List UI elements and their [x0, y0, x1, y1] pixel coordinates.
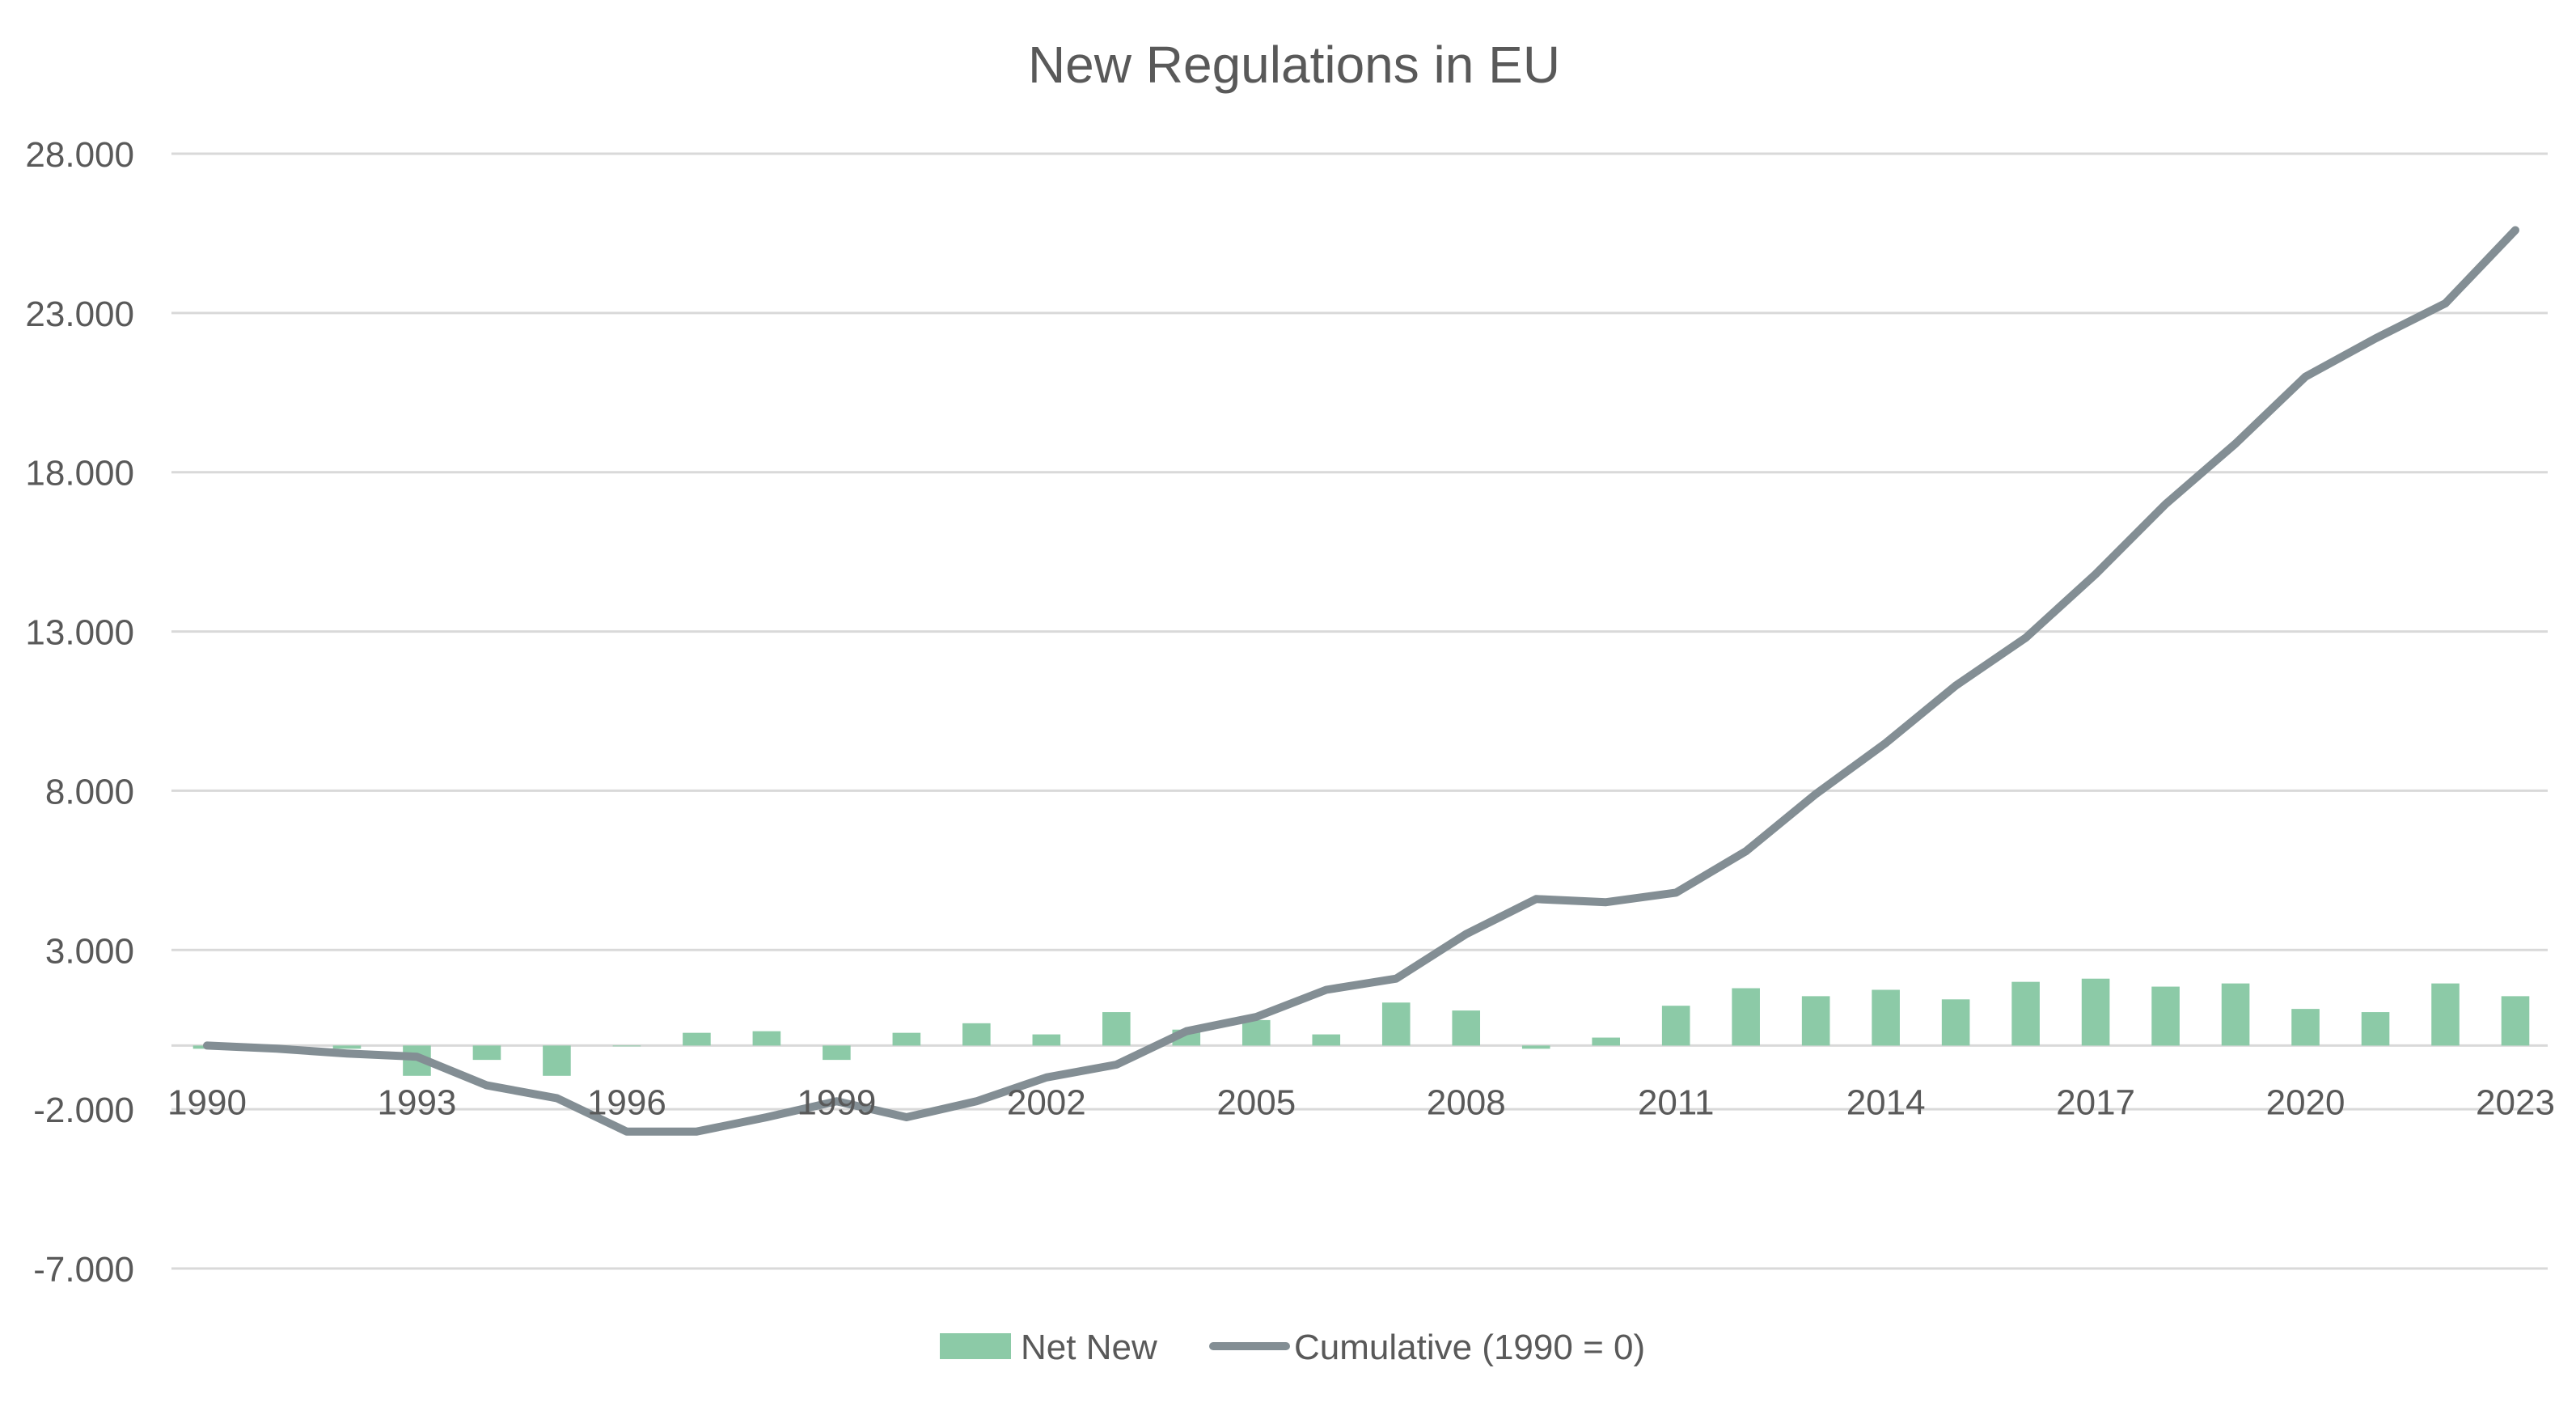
bar [1732, 988, 1760, 1046]
bar [1032, 1034, 1061, 1046]
bar [2151, 986, 2180, 1046]
bar [823, 1045, 851, 1061]
cumulative-line [203, 226, 2519, 1136]
line-series [203, 226, 2519, 1136]
bar [2431, 983, 2460, 1046]
bar [1661, 1006, 1690, 1046]
y-tick-label: 18.000 [25, 454, 134, 493]
bar [2501, 996, 2530, 1046]
y-tick-label: -2.000 [33, 1091, 134, 1130]
x-tick-label: 1990 [167, 1082, 247, 1122]
y-tick-label: -7.000 [33, 1250, 134, 1290]
bar [1312, 1034, 1341, 1046]
x-axis: 1990 1993 1996 1999 2002 2005 2008 2011 2014 2017… [167, 1082, 2555, 1122]
bar [962, 1023, 991, 1046]
bar [612, 1045, 641, 1047]
bar [1801, 996, 1830, 1046]
x-tick-label: 1993 [378, 1082, 457, 1122]
bar [1592, 1037, 1620, 1046]
x-tick-label: 2011 [1638, 1082, 1715, 1122]
bar [1102, 1012, 1131, 1046]
bar [1452, 1010, 1481, 1046]
bar [472, 1045, 501, 1061]
bar [2291, 1009, 2320, 1046]
x-tick-label: 2008 [1427, 1082, 1506, 1122]
x-tick-label: 2017 [2056, 1082, 2135, 1122]
x-tick-label: 2005 [1216, 1082, 1296, 1122]
bar [1381, 1002, 1411, 1046]
chart-title: New Regulations in EU [1028, 36, 1560, 94]
y-tick-label: 8.000 [45, 772, 134, 811]
bar [2081, 978, 2110, 1046]
x-tick-label: 1999 [797, 1082, 876, 1122]
bar [892, 1032, 921, 1046]
bar [332, 1045, 362, 1049]
y-tick-label: 28.000 [25, 135, 134, 175]
legend-label-net-new: Net New [1021, 1328, 1157, 1367]
x-tick-label: 2002 [1007, 1082, 1086, 1122]
legend-swatch-net-new [940, 1333, 1011, 1359]
bar [1941, 999, 1970, 1046]
y-tick-label: 3.000 [45, 931, 134, 971]
bar [683, 1032, 711, 1046]
x-tick-label: 1996 [587, 1082, 666, 1122]
grid-layer [171, 152, 2548, 1270]
y-tick-label: 13.000 [25, 613, 134, 653]
bar [543, 1045, 571, 1076]
bar [1521, 1045, 1550, 1049]
x-tick-label: 2023 [2476, 1082, 2555, 1122]
y-tick-label: 23.000 [25, 294, 134, 334]
bar [1872, 989, 1900, 1046]
bar [1241, 1019, 1271, 1046]
bar [752, 1031, 781, 1046]
y-axis: -7.000 -2.000 3.000 8.000 13.000 18.000 23.000… [25, 135, 134, 1290]
bar [2011, 981, 2040, 1046]
bar-series [192, 978, 2530, 1076]
legend: Net New Cumulative (1990 = 0) [940, 1328, 1645, 1367]
x-tick-label: 2020 [2266, 1082, 2345, 1122]
bar [2361, 1012, 2390, 1046]
x-tick-label: 2014 [1846, 1082, 1926, 1122]
legend-label-cumulative: Cumulative (1990 = 0) [1294, 1328, 1645, 1367]
bar [2221, 983, 2250, 1046]
